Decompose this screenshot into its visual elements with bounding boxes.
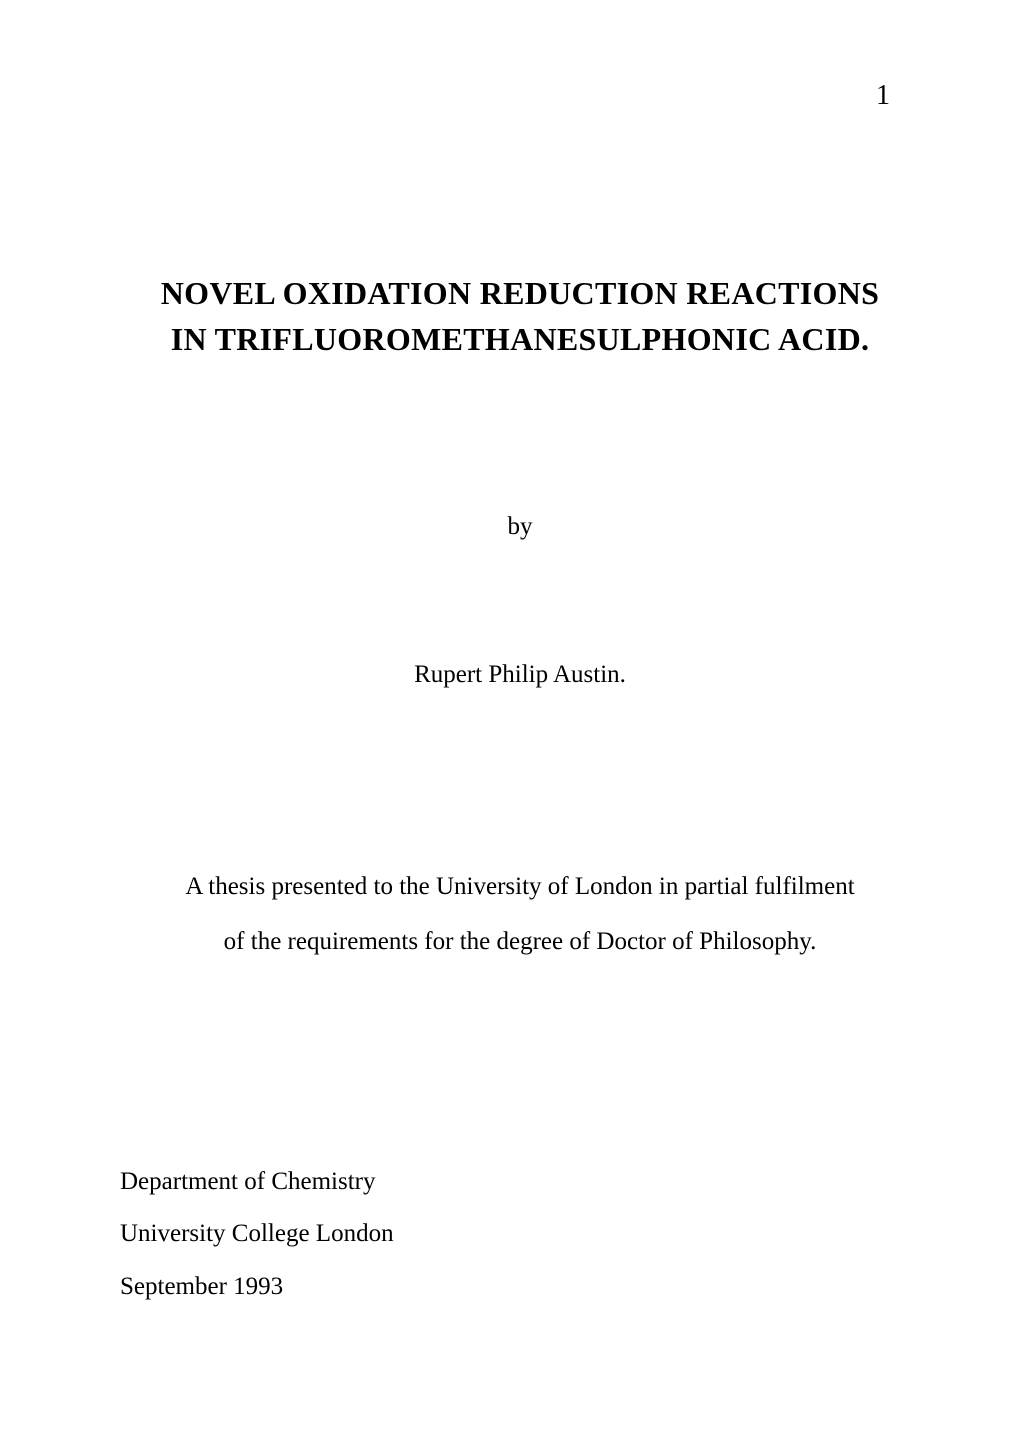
thesis-statement-line-1: A thesis presented to the University of … [160, 859, 880, 914]
by-line: by [140, 513, 900, 541]
author-name: Rupert Philip Austin. [140, 661, 900, 689]
title-line-1: NOVEL OXIDATION REDUCTION REACTIONS [140, 270, 900, 316]
affiliation-block: Department of Chemistry University Colle… [120, 1156, 394, 1314]
institution: University College London [120, 1208, 394, 1261]
thesis-title: NOVEL OXIDATION REDUCTION REACTIONS IN T… [140, 270, 900, 363]
title-line-2: IN TRIFLUOROMETHANESULPHONIC ACID. [140, 316, 900, 362]
thesis-date: September 1993 [120, 1261, 394, 1314]
thesis-title-page: 1 NOVEL OXIDATION REDUCTION REACTIONS IN… [0, 0, 1020, 1443]
thesis-statement: A thesis presented to the University of … [140, 859, 900, 969]
thesis-statement-line-2: of the requirements for the degree of Do… [160, 914, 880, 969]
department: Department of Chemistry [120, 1156, 394, 1209]
page-number: 1 [876, 80, 890, 112]
